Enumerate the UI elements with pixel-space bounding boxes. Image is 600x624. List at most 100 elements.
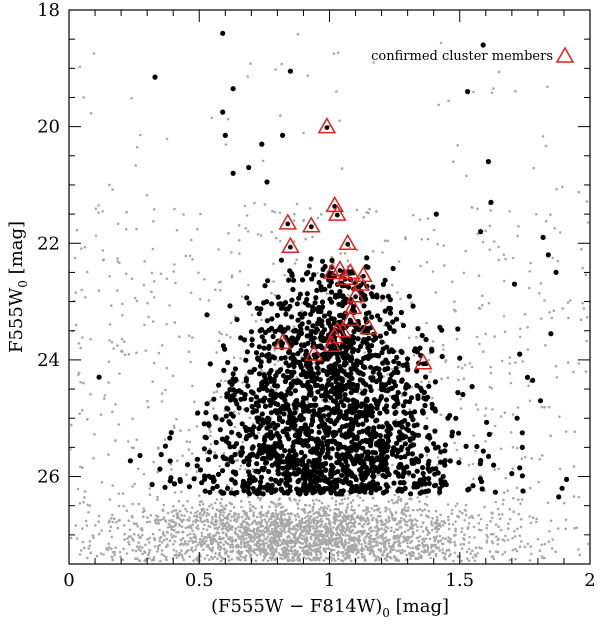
- cluster-star-point: [371, 473, 377, 480]
- background-star-point: [160, 400, 164, 403]
- background-star-point: [237, 552, 241, 556]
- background-star-point: [320, 539, 324, 542]
- background-star-point: [541, 454, 544, 457]
- background-star-point: [387, 541, 391, 545]
- background-star-point: [268, 517, 271, 521]
- cluster-star-point: [377, 433, 383, 439]
- background-star-point: [357, 536, 361, 540]
- background-star-point: [318, 499, 321, 503]
- background-star-point: [354, 520, 357, 524]
- background-star-point: [248, 507, 252, 510]
- cluster-star-point: [272, 477, 278, 483]
- background-star-point: [148, 536, 151, 540]
- background-star-point: [297, 540, 300, 544]
- background-star-point: [281, 510, 285, 513]
- background-star-point: [127, 535, 131, 538]
- background-star-point: [530, 457, 533, 460]
- background-star-point: [226, 537, 230, 541]
- background-star-point: [216, 546, 220, 550]
- cluster-star-point: [304, 484, 310, 490]
- background-star-point: [173, 426, 176, 430]
- cluster-star-point: [440, 473, 446, 480]
- background-star-point: [131, 485, 134, 488]
- background-star-point: [406, 541, 409, 545]
- cluster-star-point: [315, 445, 321, 451]
- background-star-point: [168, 519, 171, 522]
- background-star-point: [369, 534, 373, 537]
- background-star-point: [245, 512, 249, 515]
- background-star-point: [458, 510, 462, 513]
- background-star-point: [125, 228, 128, 231]
- background-star-point: [107, 381, 110, 384]
- cluster-star-point: [343, 458, 349, 465]
- background-star-point: [215, 498, 219, 501]
- background-star-point: [311, 518, 315, 522]
- cluster-star-point: [230, 371, 236, 377]
- background-star-point: [249, 553, 253, 557]
- background-star-point: [312, 558, 315, 562]
- background-star-point: [135, 299, 139, 303]
- background-star-point: [459, 457, 462, 461]
- background-star-point: [519, 540, 523, 543]
- background-star-point: [449, 537, 452, 541]
- background-star-point: [269, 539, 272, 543]
- background-star-point: [244, 227, 248, 230]
- background-star-point: [417, 552, 421, 556]
- background-star-point: [375, 504, 379, 508]
- background-star-point: [325, 507, 329, 510]
- background-star-point: [210, 555, 213, 559]
- background-star-point: [373, 540, 376, 543]
- background-star-point: [353, 532, 357, 535]
- background-star-point: [550, 316, 554, 320]
- background-star-point: [209, 442, 213, 446]
- background-star-point: [444, 557, 447, 561]
- background-star-point: [110, 340, 114, 344]
- background-star-point: [430, 520, 433, 523]
- background-star-point: [194, 511, 197, 515]
- background-star-point: [329, 509, 332, 512]
- cluster-star-point: [229, 477, 235, 483]
- background-star-point: [161, 508, 165, 512]
- background-star-point: [388, 394, 392, 398]
- background-star-point: [234, 538, 238, 541]
- background-star-point: [328, 522, 332, 525]
- background-star-point: [347, 541, 351, 544]
- background-star-point: [423, 549, 426, 552]
- background-star-point: [426, 550, 429, 553]
- background-star-point: [216, 557, 219, 560]
- background-star-point: [321, 542, 324, 546]
- background-star-point: [270, 515, 273, 518]
- cluster-star-point: [261, 338, 267, 344]
- cluster-star-point: [283, 311, 289, 317]
- background-star-point: [257, 548, 261, 552]
- cluster-star-point: [363, 354, 369, 360]
- background-star-point: [502, 253, 506, 256]
- background-star-point: [515, 549, 519, 553]
- background-star-point: [409, 541, 412, 544]
- background-star-point: [585, 339, 588, 343]
- background-star-point: [266, 559, 270, 563]
- background-star-point: [107, 520, 111, 524]
- background-star-point: [412, 213, 415, 217]
- background-star-point: [174, 535, 177, 538]
- cluster-star-point: [465, 487, 471, 493]
- background-star-point: [463, 533, 466, 536]
- background-star-point: [164, 519, 167, 522]
- background-star-point: [189, 524, 192, 528]
- cluster-star-point: [384, 483, 390, 489]
- background-star-point: [370, 530, 373, 533]
- background-star-point: [418, 535, 422, 538]
- background-star-point: [415, 519, 419, 523]
- cluster-star-point: [367, 384, 373, 390]
- background-star-point: [318, 508, 321, 511]
- background-star-point: [293, 514, 297, 517]
- background-star-point: [400, 392, 403, 395]
- background-star-point: [492, 240, 496, 243]
- background-star-point: [319, 517, 323, 521]
- background-star-point: [172, 514, 175, 518]
- cluster-star-point: [298, 469, 304, 475]
- background-star-point: [156, 495, 159, 499]
- cluster-star-point: [318, 305, 325, 311]
- cluster-star-point: [363, 296, 369, 302]
